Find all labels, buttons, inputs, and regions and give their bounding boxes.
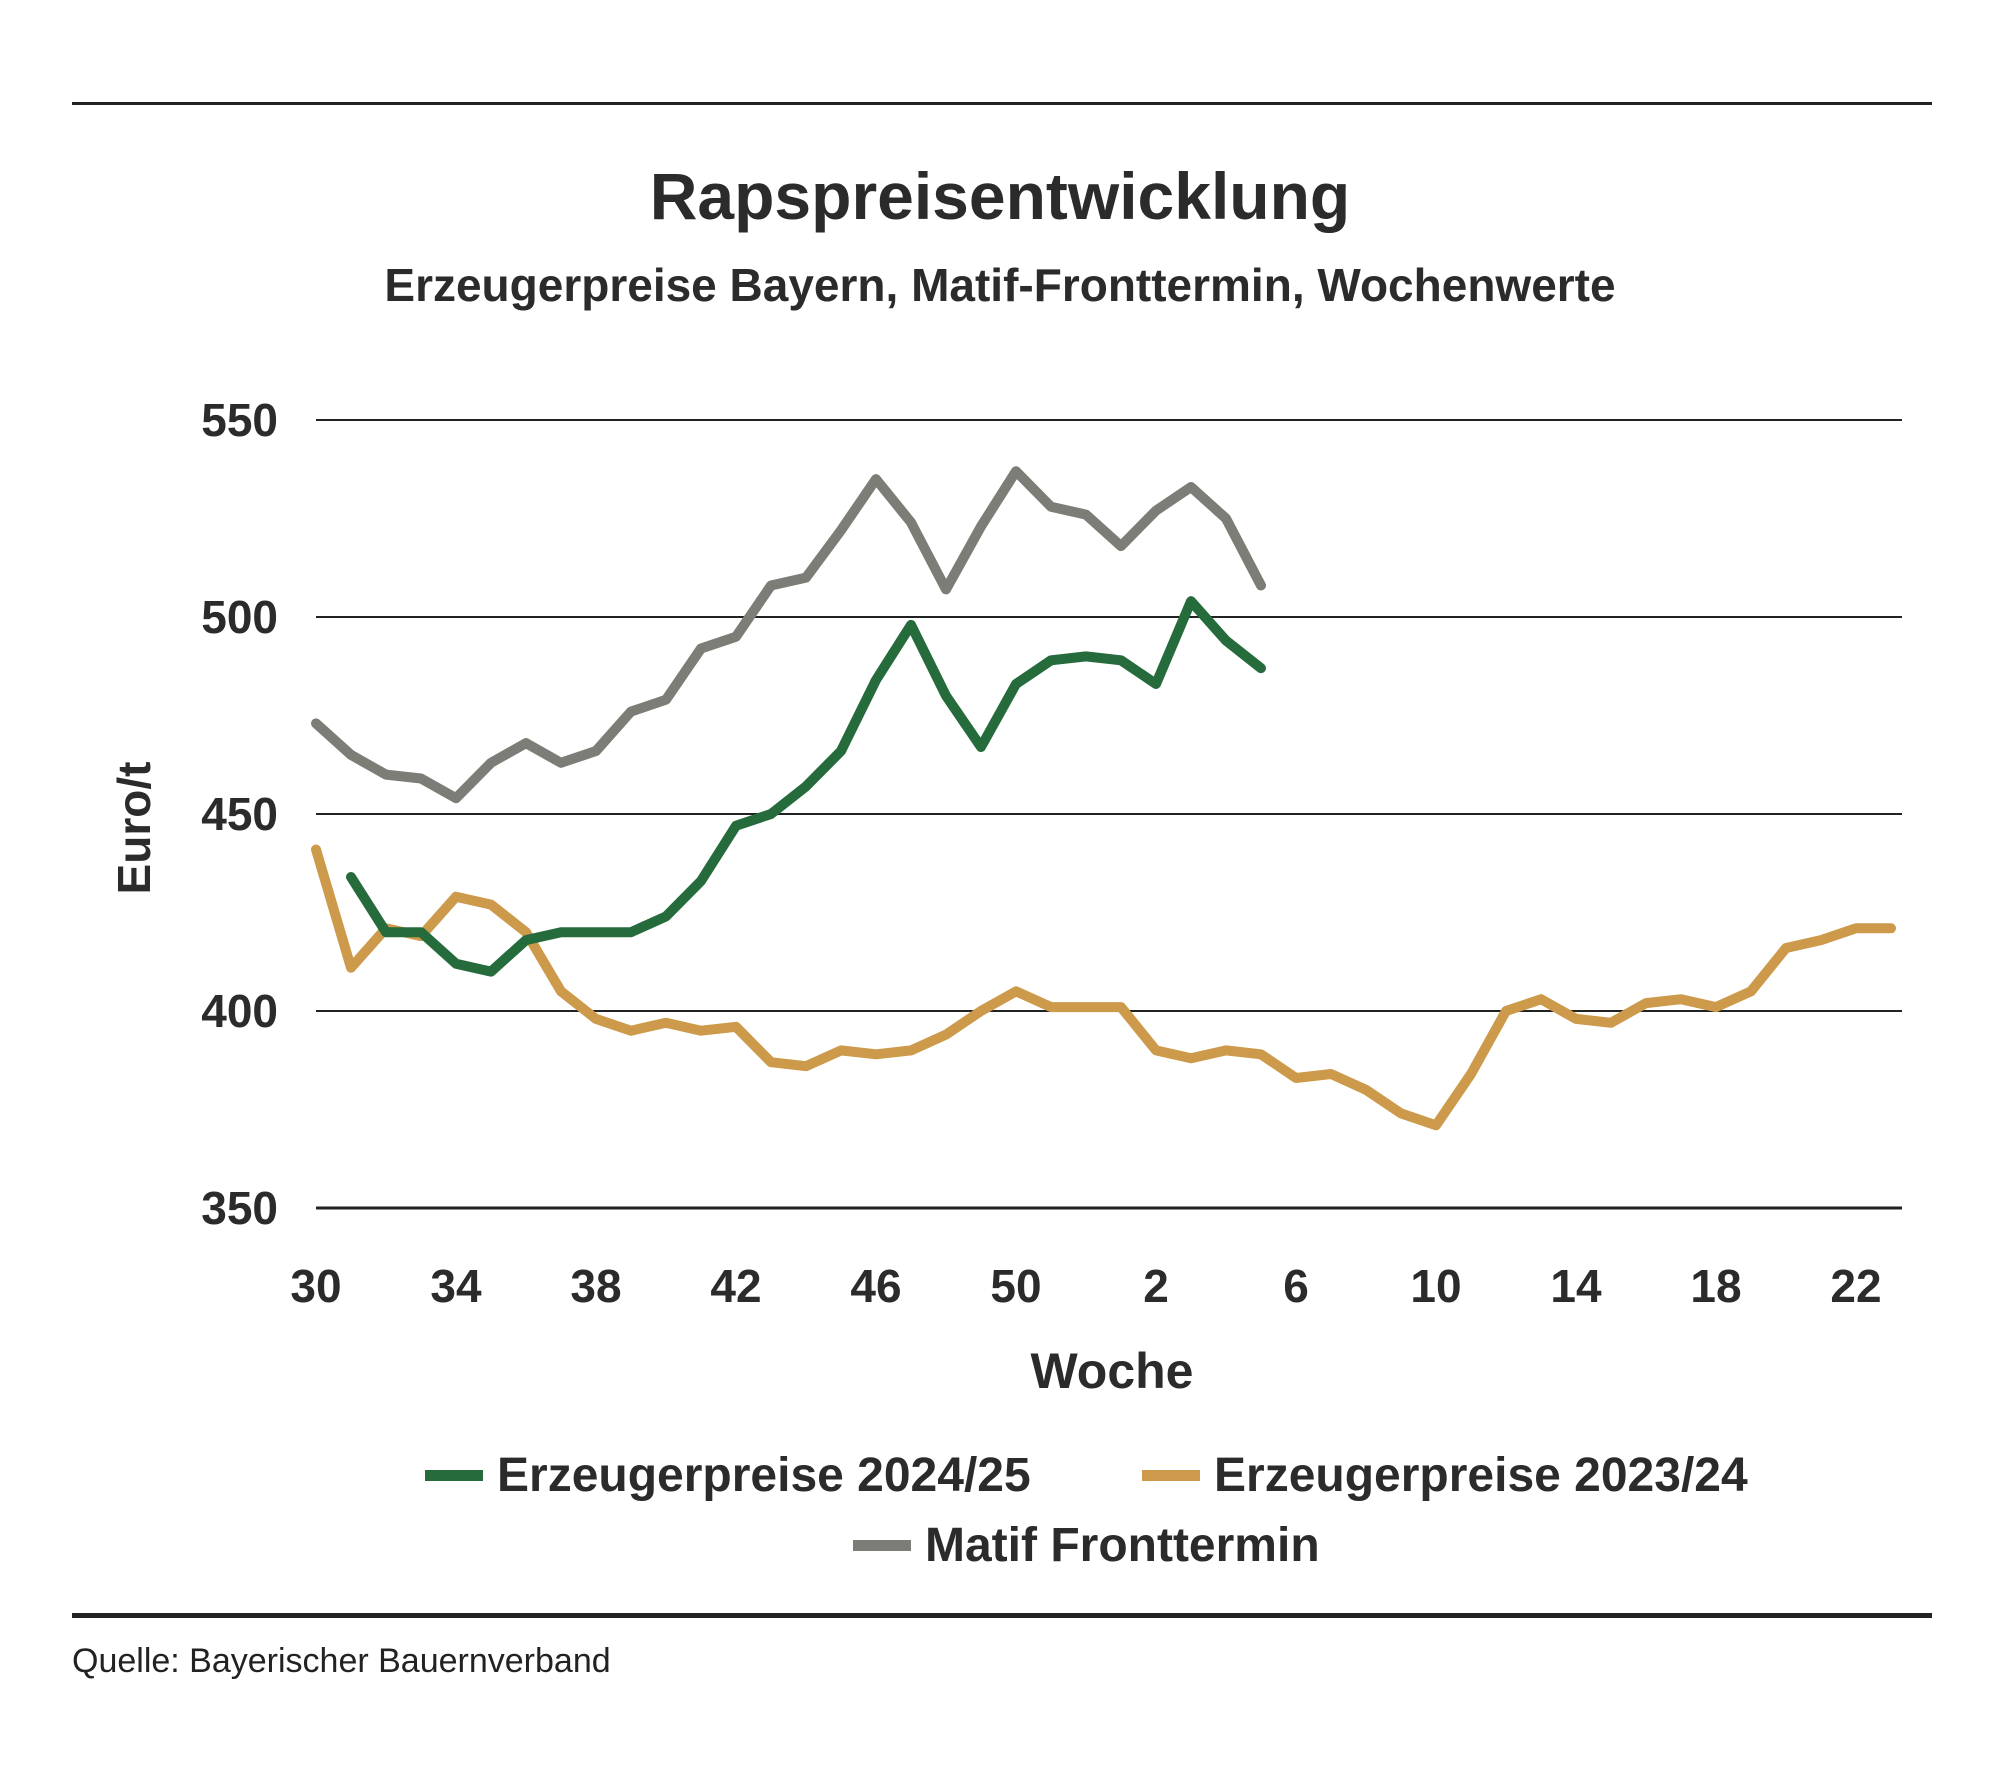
source-note: Quelle: Bayerischer Bauernverband <box>72 1642 611 1680</box>
legend-swatch-gray <box>853 1540 911 1551</box>
legend-label: Erzeugerpreise 2024/25 <box>497 1449 1031 1502</box>
x-tick-label: 30 <box>290 1260 341 1312</box>
x-tick-label: 38 <box>570 1260 621 1312</box>
legend-item-erzeugerpreise-2023-24: Erzeugerpreise 2023/24 <box>1142 1448 1748 1503</box>
y-tick-label: 350 <box>201 1182 278 1234</box>
y-axis-title: Euro/t <box>108 762 160 895</box>
top-rule <box>72 102 1932 105</box>
x-tick-label: 14 <box>1550 1260 1602 1312</box>
line-chart: 350 400 450 500 550 30 34 38 42 46 50 2 6 10 14 18 22 Woc… <box>108 394 1902 1399</box>
legend-label: Erzeugerpreise 2023/24 <box>1214 1449 1748 1502</box>
x-tick-label: 46 <box>850 1260 901 1312</box>
chart-title: Rapspreisentwicklung <box>649 159 1351 233</box>
legend-swatch-green <box>425 1470 483 1481</box>
y-tick-label: 550 <box>201 394 278 446</box>
chart-subtitle: Erzeugerpreise Bayern, Matif-Fronttermin… <box>384 259 1616 311</box>
legend-swatch-orange <box>1142 1470 1200 1481</box>
series-line-erzeugerpreise-2024-25 <box>346 596 1266 977</box>
series-line-erzeugerpreise-2023-24 <box>311 844 1896 1131</box>
x-tick-label: 18 <box>1690 1260 1741 1312</box>
x-axis-title: Woche <box>1031 1343 1194 1399</box>
legend-item-matif-fronttermin: Matif Fronttermin <box>853 1518 1320 1573</box>
x-tick-label: 50 <box>990 1260 1041 1312</box>
x-tick-label: 34 <box>430 1260 482 1312</box>
x-tick-label: 22 <box>1830 1260 1881 1312</box>
bottom-rule <box>72 1613 1932 1618</box>
x-tick-label: 42 <box>710 1260 761 1312</box>
x-tick-label: 2 <box>1143 1260 1169 1312</box>
series-line-matif-fronttermin <box>311 466 1266 804</box>
legend-label: Matif Fronttermin <box>925 1519 1320 1572</box>
legend-item-erzeugerpreise-2024-25: Erzeugerpreise 2024/25 <box>425 1448 1031 1503</box>
y-tick-label: 500 <box>201 591 278 643</box>
x-tick-label: 10 <box>1410 1260 1461 1312</box>
y-tick-label: 400 <box>201 985 278 1037</box>
y-tick-label: 450 <box>201 788 278 840</box>
x-tick-label: 6 <box>1283 1260 1309 1312</box>
